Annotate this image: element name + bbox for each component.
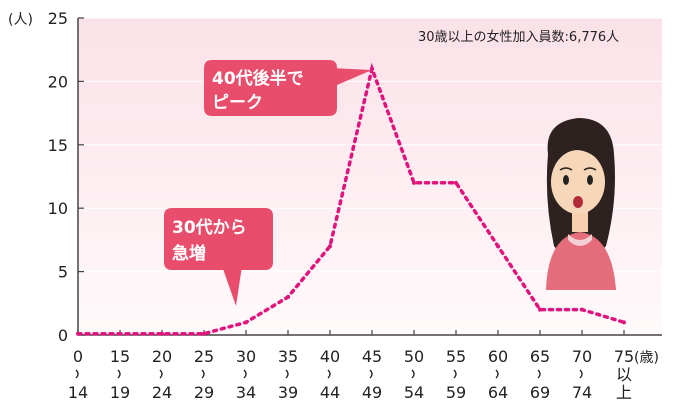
x-tick-label-end: 54: [404, 383, 424, 402]
x-tick-label-start: 50: [404, 347, 424, 366]
y-tick-label: 20: [48, 72, 68, 91]
x-tick-label-end: 39: [278, 383, 298, 402]
x-tick-label-end: 44: [320, 383, 340, 402]
data-point: [454, 180, 458, 185]
y-tick-label: 5: [58, 263, 68, 282]
data-point: [580, 307, 584, 312]
x-tick-label-end: 19: [110, 383, 130, 402]
x-tick-range-mark: [201, 369, 205, 379]
data-point: [412, 180, 416, 185]
x-tick-label-end: 14: [68, 383, 88, 402]
x-tick-label-start: 35: [278, 347, 298, 366]
y-tick-label: 15: [48, 136, 68, 155]
data-point: [286, 294, 290, 299]
x-tick-label-start: 55: [446, 347, 466, 366]
total-annotation: 30歳以上の女性加入員数:6,776人: [418, 29, 619, 45]
y-tick-label: 25: [48, 9, 68, 28]
x-tick-range-mark: [579, 369, 583, 379]
y-tick-label: 10: [48, 199, 68, 218]
data-point: [160, 331, 164, 336]
x-tick-label-start: 25: [194, 347, 214, 366]
x-tick-label-end: 49: [362, 383, 382, 402]
data-point: [118, 331, 122, 336]
data-point: [76, 331, 80, 336]
callout-increase-line-2: 急増: [172, 243, 206, 264]
x-tick-label-start: 70: [572, 347, 592, 366]
x-tick-label-start: 45: [362, 347, 382, 366]
data-point: [622, 320, 626, 325]
data-point: [370, 66, 374, 71]
data-point: [328, 244, 332, 249]
callout-peak-line-2: ピーク: [212, 93, 263, 113]
series-line: [76, 62, 626, 336]
x-tick-label-start: 65: [530, 347, 550, 366]
callout-peak: 40代後半で ピーク: [204, 60, 372, 116]
x-tick-label-end-char: 以: [616, 365, 632, 384]
x-axis-unit: (歳): [634, 350, 659, 366]
surprised-woman-illustration: [546, 118, 616, 290]
x-tick-range-mark: [537, 369, 541, 379]
x-tick-label-start: 15: [110, 347, 130, 366]
x-tick-range-mark: [369, 369, 373, 379]
data-points: [76, 66, 626, 336]
x-tick-label-start: 30: [236, 347, 256, 366]
data-point: [202, 331, 206, 336]
x-tick-range-mark: [159, 369, 163, 379]
x-tick-label-end: 29: [194, 383, 214, 402]
y-tick-label: 0: [58, 326, 68, 345]
x-tick-range-mark: [327, 369, 331, 379]
callout-peak-line-1: 40代後半で: [212, 68, 304, 89]
y-tick-labels: 0 5 10 15 20 25: [48, 9, 84, 345]
x-tick-range-mark: [117, 369, 121, 379]
x-tick-label-end: 74: [572, 383, 592, 402]
callout-increase-line-1: 30代から: [172, 217, 247, 238]
data-point: [538, 307, 542, 312]
x-tick-range-mark: [495, 369, 499, 379]
x-tick-label-end: 59: [446, 383, 466, 402]
x-tick-range-mark: [243, 369, 247, 379]
x-tick-label-end: 64: [488, 383, 508, 402]
x-tick-label-end: 24: [152, 383, 172, 402]
x-tick-range-mark: [411, 369, 415, 379]
x-tick-label-end-char: 上: [616, 383, 632, 402]
x-tick-label-start: 40: [320, 347, 340, 366]
x-tick-label-end: 69: [530, 383, 550, 402]
x-tick-range-mark: [75, 369, 79, 379]
x-tick-label-start: 60: [488, 347, 508, 366]
x-tick-label-end: 34: [236, 383, 256, 402]
x-tick-range-mark: [285, 369, 289, 379]
x-tick-label-start: 75: [614, 347, 634, 366]
y-axis-unit: (人): [8, 12, 33, 28]
callout-increase: 30代から 急増: [164, 208, 273, 306]
data-point: [244, 320, 248, 325]
x-tick-label-start: 20: [152, 347, 172, 366]
x-tick-labels: 0 14 15 19 20 24 25 29 30 34 35 39 40 44 45 49 50 54 55 59 6…: [68, 330, 634, 402]
x-tick-label-start: 0: [73, 347, 83, 366]
x-tick-range-mark: [453, 369, 457, 379]
data-point: [496, 244, 500, 249]
